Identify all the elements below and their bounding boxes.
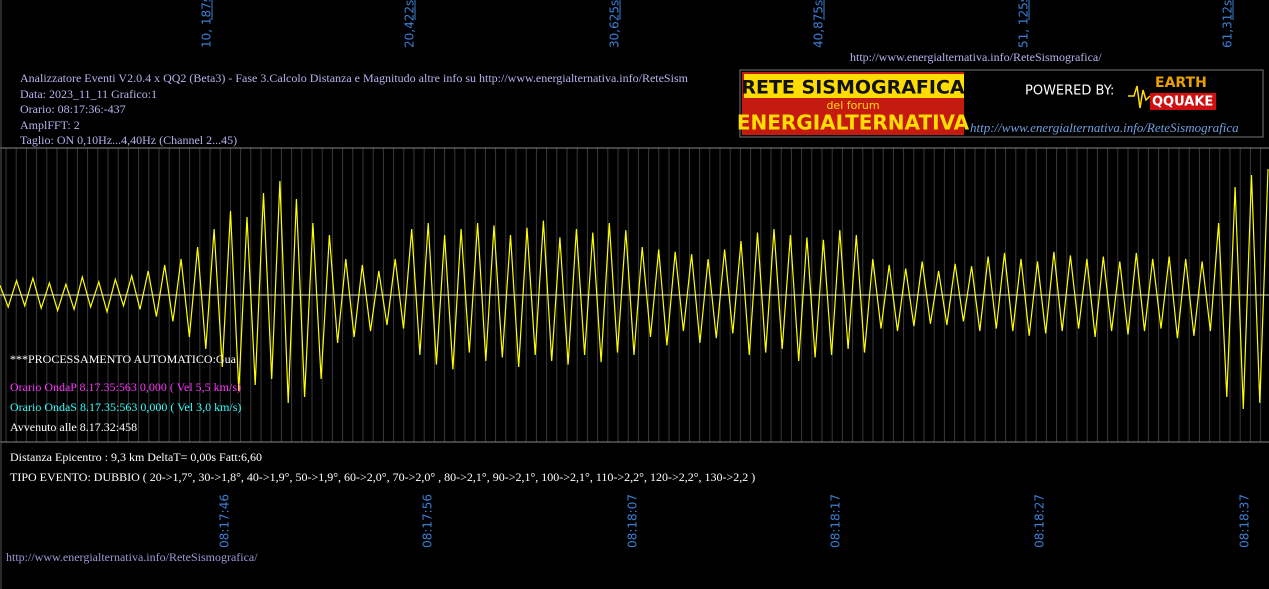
logo-url: http://www.energialternativa.info/ReteSi… <box>970 120 1239 135</box>
bottom-tick-label: 08:18:27 <box>1033 494 1047 548</box>
top-tick-label: 10, 187s <box>200 0 214 48</box>
bottom-tick-label: 08:17:46 <box>218 494 232 548</box>
info-line: Analizzatore Eventi V2.0.4 x QQ2 (Beta3)… <box>20 71 689 85</box>
logo-badge <box>1150 93 1216 110</box>
bottom-tick-label: 08:18:37 <box>1238 494 1252 548</box>
logo-text: EARTH <box>1155 75 1207 91</box>
onda-s: Orario OndaS 8.17.35:563 0,000 ( Vel 3,0… <box>10 400 241 414</box>
avvenuto: Avvenuto alle 8.17.32:458 <box>10 420 137 434</box>
header-url: http://www.energialternativa.info/ReteSi… <box>850 50 1102 64</box>
logo-icon <box>1128 85 1151 109</box>
footer-url: http://www.energialternativa.info/ReteSi… <box>6 550 258 564</box>
bottom-tick-label: 08:18:07 <box>626 494 640 548</box>
logo-text: RETE SISMOGRAFICA <box>741 77 965 99</box>
bottom-tick-label: 08:17:56 <box>421 494 435 548</box>
info-line: Orario: 08:17:36:-437 <box>20 102 126 116</box>
bottom-tick-label: 08:18:17 <box>829 494 843 548</box>
logo-text: ENERGIALTERNATIVA <box>737 111 970 135</box>
top-tick-label: 30,625s <box>608 0 622 48</box>
top-tick-label: 61,312s <box>1221 0 1235 48</box>
top-tick-label: 51, 125s <box>1017 0 1031 48</box>
logo: RETE SISMOGRAFICA del forum ENERGIALTERN… <box>737 69 1264 138</box>
top-tick-label: 40,875s <box>812 0 826 48</box>
distanza: Distanza Epicentro : 9,3 km DeltaT= 0,00… <box>10 450 262 464</box>
tipo-evento: TIPO EVENTO: DUBBIO ( 20->1,7°, 30->1,8°… <box>10 470 755 484</box>
info-line: Data: 2023_11_11 Grafico:1 <box>20 87 157 101</box>
logo-text: QQUAKE <box>1152 95 1213 110</box>
processing: ***PROCESSAMENTO AUTOMATICO:Gua <box>10 352 237 366</box>
info-line: Taglio: ON 0,10Hz...4,40Hz (Channel 2...… <box>20 133 237 147</box>
logo-yellow <box>744 74 964 98</box>
top-tick-label: 20,422s <box>403 0 417 48</box>
info-line: AmplFFT: 2 <box>20 118 80 132</box>
waveform <box>0 168 1269 410</box>
onda-p: Orario OndaP 8.17.35:563 0,000 ( Vel 5,5… <box>10 380 241 394</box>
logo-text: POWERED BY: <box>1025 84 1114 99</box>
logo-text: del forum <box>826 99 879 112</box>
